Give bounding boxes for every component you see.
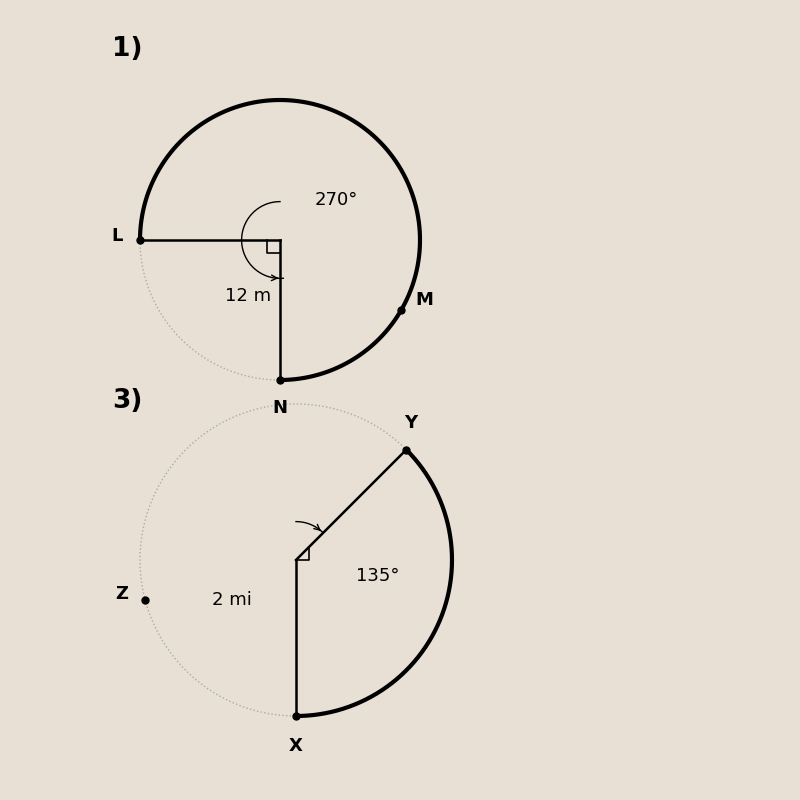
Text: Z: Z	[115, 585, 128, 603]
Text: 3): 3)	[112, 388, 142, 414]
Text: 135°: 135°	[356, 567, 399, 585]
Text: X: X	[289, 737, 303, 755]
Text: Y: Y	[404, 414, 417, 432]
Text: 1): 1)	[112, 36, 142, 62]
Text: N: N	[273, 399, 287, 418]
Text: 270°: 270°	[314, 191, 358, 209]
Text: 12 m: 12 m	[225, 287, 271, 305]
Text: M: M	[416, 291, 434, 310]
Text: 2 mi: 2 mi	[212, 591, 252, 609]
Text: L: L	[111, 227, 122, 245]
